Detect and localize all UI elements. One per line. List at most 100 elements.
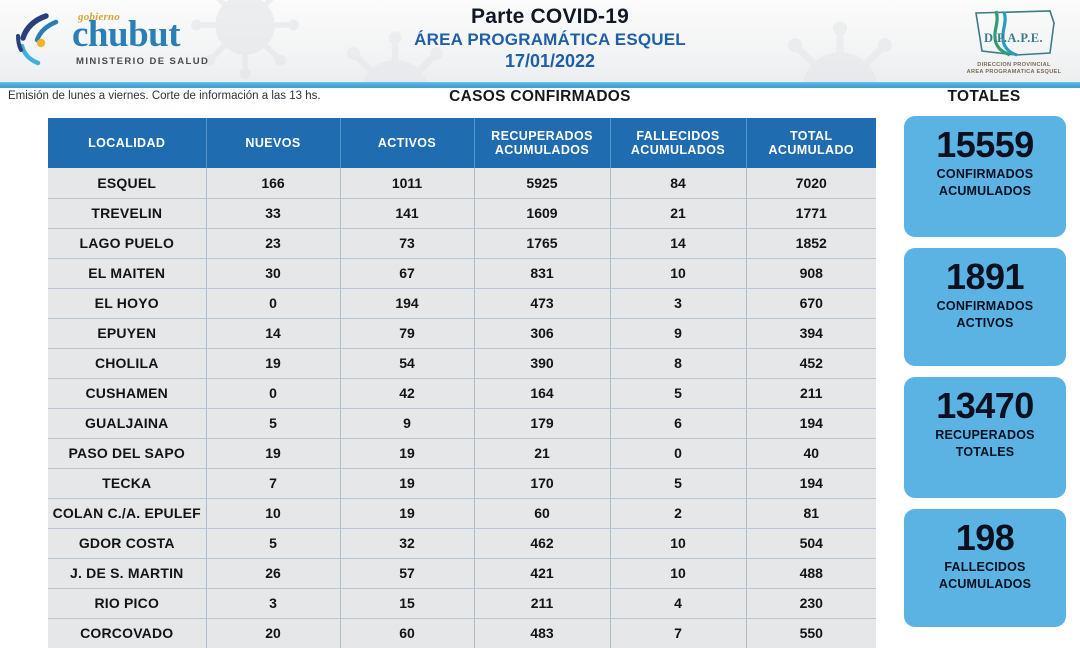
cell-localidad: COLAN C./A. EPULEF <box>48 498 207 529</box>
total-card: 13470 RECUPERADOS TOTALES <box>904 377 1066 498</box>
cell-activos: 60 <box>340 618 475 648</box>
table-row: J. DE S. MARTIN 26 57 421 10 488 <box>48 558 876 589</box>
cell-activos: 67 <box>340 258 475 289</box>
cell-localidad: TREVELIN <box>48 198 207 229</box>
cell-localidad: EL MAITEN <box>48 258 207 289</box>
cell-nuevos: 10 <box>206 498 341 529</box>
cell-total: 1852 <box>746 228 876 259</box>
cell-nuevos: 7 <box>206 468 341 499</box>
table-row: EL MAITEN 30 67 831 10 908 <box>48 258 876 289</box>
cell-localidad: EPUYEN <box>48 318 207 349</box>
cell-recuperados: 306 <box>474 318 611 349</box>
cell-nuevos: 33 <box>206 198 341 229</box>
total-value: 1891 <box>945 256 1025 297</box>
cell-localidad: J. DE S. MARTIN <box>48 558 207 589</box>
cell-fallecidos: 2 <box>610 498 747 529</box>
total-label-line1: CONFIRMADOS <box>936 167 1034 181</box>
logo-gobierno-text: gobierno <box>78 11 120 23</box>
cell-localidad: EL HOYO <box>48 288 207 319</box>
column-header-activos[interactable]: ACTIVOS <box>340 118 475 168</box>
cell-localidad: RIO PICO <box>48 588 207 619</box>
cell-nuevos: 0 <box>206 288 341 319</box>
cell-nuevos: 166 <box>206 168 341 199</box>
cell-recuperados: 831 <box>474 258 611 289</box>
cell-fallecidos: 10 <box>610 558 747 589</box>
total-card: 15559 CONFIRMADOS ACUMULADOS <box>904 116 1066 237</box>
table-row: TECKA 7 19 170 5 194 <box>48 468 876 499</box>
cell-activos: 32 <box>340 528 475 559</box>
cell-fallecidos: 5 <box>610 468 747 499</box>
table-row: CORCOVADO 20 60 483 7 550 <box>48 618 876 648</box>
cell-fallecidos: 10 <box>610 528 747 559</box>
column-header-nuevos[interactable]: NUEVOS <box>206 118 341 168</box>
cell-localidad: LAGO PUELO <box>48 228 207 259</box>
logo-ministerio-text: MINISTERIO DE SALUD <box>76 56 210 67</box>
total-label-line1: CONFIRMADOS <box>936 299 1034 313</box>
cell-fallecidos: 14 <box>610 228 747 259</box>
cell-total: 230 <box>746 588 876 619</box>
cell-fallecidos: 4 <box>610 588 747 619</box>
cell-activos: 19 <box>340 438 475 469</box>
header-divider <box>0 82 1080 88</box>
table-row: COLAN C./A. EPULEF 10 19 60 2 81 <box>48 498 876 529</box>
cell-total: 488 <box>746 558 876 589</box>
column-header-fallecidos[interactable]: FALLECIDOS ACUMULADOS <box>610 118 747 168</box>
cell-recuperados: 462 <box>474 528 611 559</box>
cell-fallecidos: 5 <box>610 378 747 409</box>
cell-total: 1771 <box>746 198 876 229</box>
column-header-recuperados[interactable]: RECUPERADOS ACUMULADOS <box>474 118 611 168</box>
cell-nuevos: 26 <box>206 558 341 589</box>
column-header-total[interactable]: TOTAL ACUMULADO <box>746 118 876 168</box>
cell-total: 194 <box>746 408 876 439</box>
cell-localidad: GDOR COSTA <box>48 528 207 559</box>
table-row: PASO DEL SAPO 19 19 21 0 40 <box>48 438 876 469</box>
cell-nuevos: 19 <box>206 438 341 469</box>
chubut-swoosh-icon <box>16 13 59 66</box>
column-header-localidad[interactable]: LOCALIDAD <box>48 118 207 168</box>
cell-recuperados: 60 <box>474 498 611 529</box>
table-row: EPUYEN 14 79 306 9 394 <box>48 318 876 349</box>
cell-fallecidos: 21 <box>610 198 747 229</box>
report-title-block: Parte COVID-19 ÁREA PROGRAMÁTICA ESQUEL … <box>330 4 770 72</box>
cell-nuevos: 14 <box>206 318 341 349</box>
emission-note: Emisión de lunes a viernes. Corte de inf… <box>8 90 321 102</box>
cell-fallecidos: 10 <box>610 258 747 289</box>
cell-total: 908 <box>746 258 876 289</box>
cell-fallecidos: 3 <box>610 288 747 319</box>
section-title-casos: CASOS CONFIRMADOS <box>449 88 631 105</box>
cell-recuperados: 390 <box>474 348 611 379</box>
table-row: ESQUEL 166 1011 5925 84 7020 <box>48 168 876 199</box>
table-row: TREVELIN 33 141 1609 21 1771 <box>48 198 876 229</box>
column-header-line1: TOTAL <box>789 129 833 143</box>
cell-activos: 15 <box>340 588 475 619</box>
cell-recuperados: 5925 <box>474 168 611 199</box>
table-row: CHOLILA 19 54 390 8 452 <box>48 348 876 379</box>
cases-table-container: LOCALIDAD NUEVOS ACTIVOS RECUPERADOS ACU… <box>48 118 876 648</box>
page-subtitle: ÁREA PROGRAMÁTICA ESQUEL <box>414 30 686 49</box>
cell-total: 81 <box>746 498 876 529</box>
page-title: Parte COVID-19 <box>470 5 630 28</box>
cell-total: 211 <box>746 378 876 409</box>
dpape-line2: AREA PROGRAMATICA ESQUEL <box>966 69 1062 75</box>
cell-fallecidos: 6 <box>610 408 747 439</box>
cell-nuevos: 23 <box>206 228 341 259</box>
column-header-line1: FALLECIDOS <box>636 129 720 143</box>
column-header-line1: LOCALIDAD <box>88 136 166 150</box>
cell-recuperados: 1765 <box>474 228 611 259</box>
cell-nuevos: 0 <box>206 378 341 409</box>
total-value: 13470 <box>936 385 1034 426</box>
total-label-line2: ACUMULADOS <box>938 184 1032 198</box>
total-label-line1: FALLECIDOS <box>944 560 1026 574</box>
cell-activos: 54 <box>340 348 475 379</box>
total-card: 1891 CONFIRMADOS ACTIVOS <box>904 248 1066 366</box>
cell-fallecidos: 0 <box>610 438 747 469</box>
cell-activos: 19 <box>340 468 475 499</box>
column-header-line2: ACUMULADOS <box>630 143 726 157</box>
cell-total: 7020 <box>746 168 876 199</box>
cell-activos: 73 <box>340 228 475 259</box>
cell-localidad: GUALJAINA <box>48 408 207 439</box>
cell-total: 194 <box>746 468 876 499</box>
cell-fallecidos: 8 <box>610 348 747 379</box>
table-row: EL HOYO 0 194 473 3 670 <box>48 288 876 319</box>
